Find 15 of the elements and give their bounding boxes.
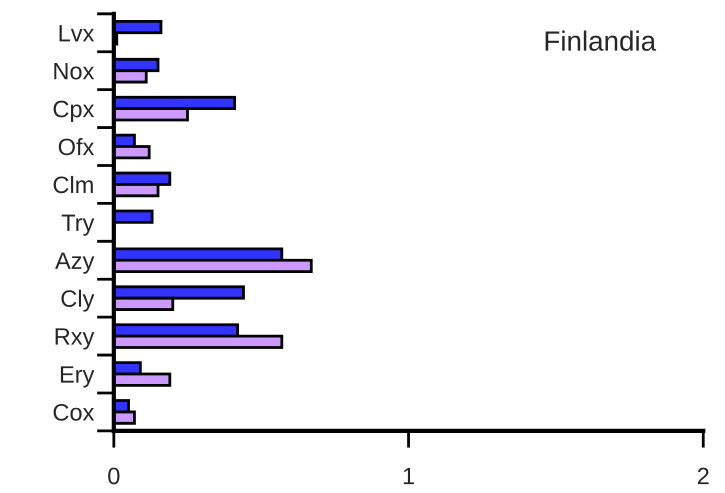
y-tick-label: Ofx: [58, 138, 94, 156]
y-tick-label: Nox: [54, 62, 94, 80]
x-tick-label: 0: [108, 468, 120, 484]
y-tick-label: Cly: [61, 290, 94, 312]
y-tick-label: Lvx: [60, 25, 94, 42]
x-tick-label: 1: [404, 468, 414, 484]
y-tick-label: Ery: [60, 366, 94, 388]
y-tick-label: Rxy: [56, 328, 94, 350]
x-tick-label: 2: [698, 468, 709, 484]
chart-title: Finlandia: [546, 30, 656, 51]
y-tick-label: Cox: [54, 404, 94, 421]
y-tick-label: Try: [62, 214, 94, 236]
y-tick-label: Clm: [54, 176, 93, 194]
y-tick-label: Azy: [55, 252, 94, 274]
y-tick-label: Cpx: [54, 100, 94, 122]
